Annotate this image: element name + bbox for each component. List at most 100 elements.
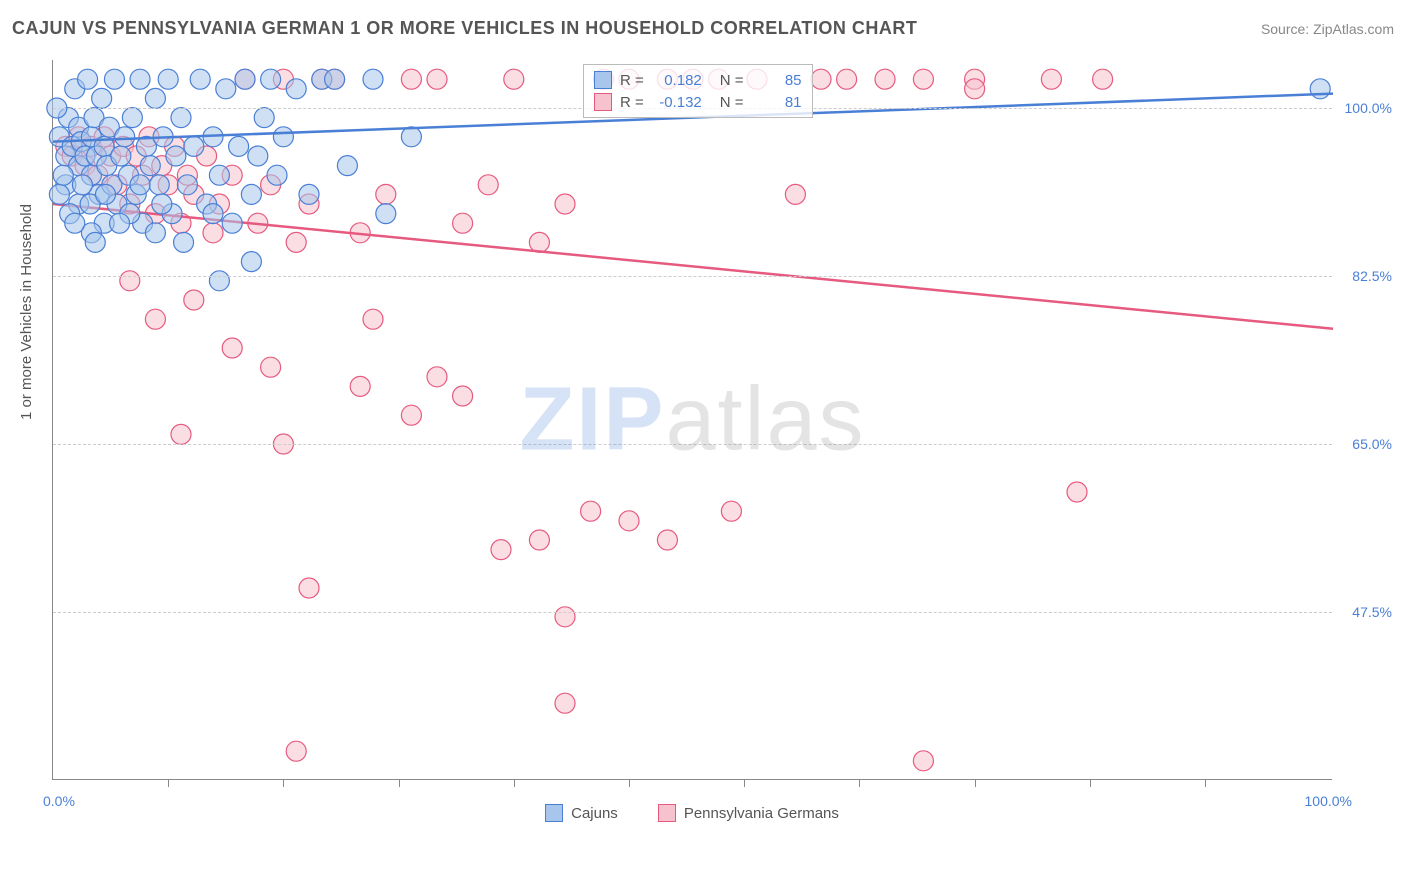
x-tick <box>859 779 860 787</box>
swatch-cajuns-icon <box>545 804 563 822</box>
data-point <box>229 136 249 156</box>
data-point <box>299 578 319 598</box>
data-point <box>555 607 575 627</box>
data-point <box>913 751 933 771</box>
data-point <box>1067 482 1087 502</box>
gridline <box>53 444 1332 445</box>
data-point <box>241 252 261 272</box>
data-point <box>184 290 204 310</box>
data-point <box>401 127 421 147</box>
data-point <box>85 232 105 252</box>
data-point <box>337 156 357 176</box>
data-point <box>453 213 473 233</box>
series-legend: Cajuns Pennsylvania Germans <box>52 804 1332 822</box>
y-tick-label: 82.5% <box>1352 268 1392 284</box>
data-point <box>190 69 210 89</box>
data-point <box>965 79 985 99</box>
x-tick <box>744 779 745 787</box>
data-point <box>110 213 130 233</box>
data-point <box>1041 69 1061 89</box>
data-point <box>325 69 345 89</box>
data-point <box>529 530 549 550</box>
swatch-penn <box>594 93 612 111</box>
data-point <box>529 232 549 252</box>
data-point <box>619 511 639 531</box>
x-tick <box>1090 779 1091 787</box>
x-tick <box>399 779 400 787</box>
data-point <box>184 136 204 156</box>
data-point <box>72 175 92 195</box>
legend-label-penn: Pennsylvania Germans <box>684 805 839 822</box>
y-tick-label: 47.5% <box>1352 604 1392 620</box>
data-point <box>299 184 319 204</box>
data-point <box>209 165 229 185</box>
data-point <box>209 271 229 291</box>
data-point <box>222 338 242 358</box>
data-point <box>235 69 255 89</box>
data-point <box>53 165 73 185</box>
data-point <box>177 175 197 195</box>
data-point <box>203 204 223 224</box>
gridline <box>53 612 1332 613</box>
data-point <box>171 108 191 128</box>
legend-row-penn: R = -0.132 N = 81 <box>594 91 802 113</box>
data-point <box>913 69 933 89</box>
data-point <box>721 501 741 521</box>
data-point <box>555 194 575 214</box>
data-point <box>216 79 236 99</box>
y-tick-label: 100.0% <box>1345 100 1392 116</box>
data-point <box>65 213 85 233</box>
chart-plot-area: ZIPatlas R = 0.182 N = 85 R = -0.132 N =… <box>52 60 1332 780</box>
data-point <box>145 88 165 108</box>
data-point <box>286 232 306 252</box>
data-point <box>286 79 306 99</box>
data-point <box>261 357 281 377</box>
data-point <box>453 386 473 406</box>
data-point <box>273 127 293 147</box>
data-point <box>145 223 165 243</box>
data-point <box>95 184 115 204</box>
data-point <box>140 156 160 176</box>
data-point <box>376 204 396 224</box>
data-point <box>171 424 191 444</box>
legend-item-cajuns: Cajuns <box>545 804 618 822</box>
data-point <box>875 69 895 89</box>
swatch-penn-icon <box>658 804 676 822</box>
data-point <box>130 69 150 89</box>
data-point <box>92 88 112 108</box>
x-tick <box>975 779 976 787</box>
x-tick <box>283 779 284 787</box>
data-point <box>261 69 281 89</box>
gridline <box>53 276 1332 277</box>
data-point <box>286 741 306 761</box>
data-point <box>254 108 274 128</box>
data-point <box>222 213 242 233</box>
data-point <box>363 69 383 89</box>
data-point <box>49 184 69 204</box>
data-point <box>152 194 172 214</box>
data-point <box>248 146 268 166</box>
data-point <box>174 232 194 252</box>
data-point <box>122 108 142 128</box>
data-point <box>149 175 169 195</box>
legend-label-cajuns: Cajuns <box>571 805 618 822</box>
data-point <box>1310 79 1330 99</box>
x-tick <box>629 779 630 787</box>
data-point <box>376 184 396 204</box>
data-point <box>581 501 601 521</box>
source-label: Source: ZipAtlas.com <box>1261 21 1394 37</box>
y-tick-label: 65.0% <box>1352 436 1392 452</box>
chart-title: CAJUN VS PENNSYLVANIA GERMAN 1 OR MORE V… <box>12 18 917 39</box>
data-point <box>166 146 186 166</box>
data-point <box>478 175 498 195</box>
data-point <box>504 69 524 89</box>
data-point <box>145 309 165 329</box>
data-point <box>427 367 447 387</box>
x-tick <box>514 779 515 787</box>
correlation-legend: R = 0.182 N = 85 R = -0.132 N = 81 <box>583 64 813 118</box>
data-point <box>1093 69 1113 89</box>
data-point <box>130 175 150 195</box>
data-point <box>350 376 370 396</box>
swatch-cajuns <box>594 71 612 89</box>
data-point <box>555 693 575 713</box>
